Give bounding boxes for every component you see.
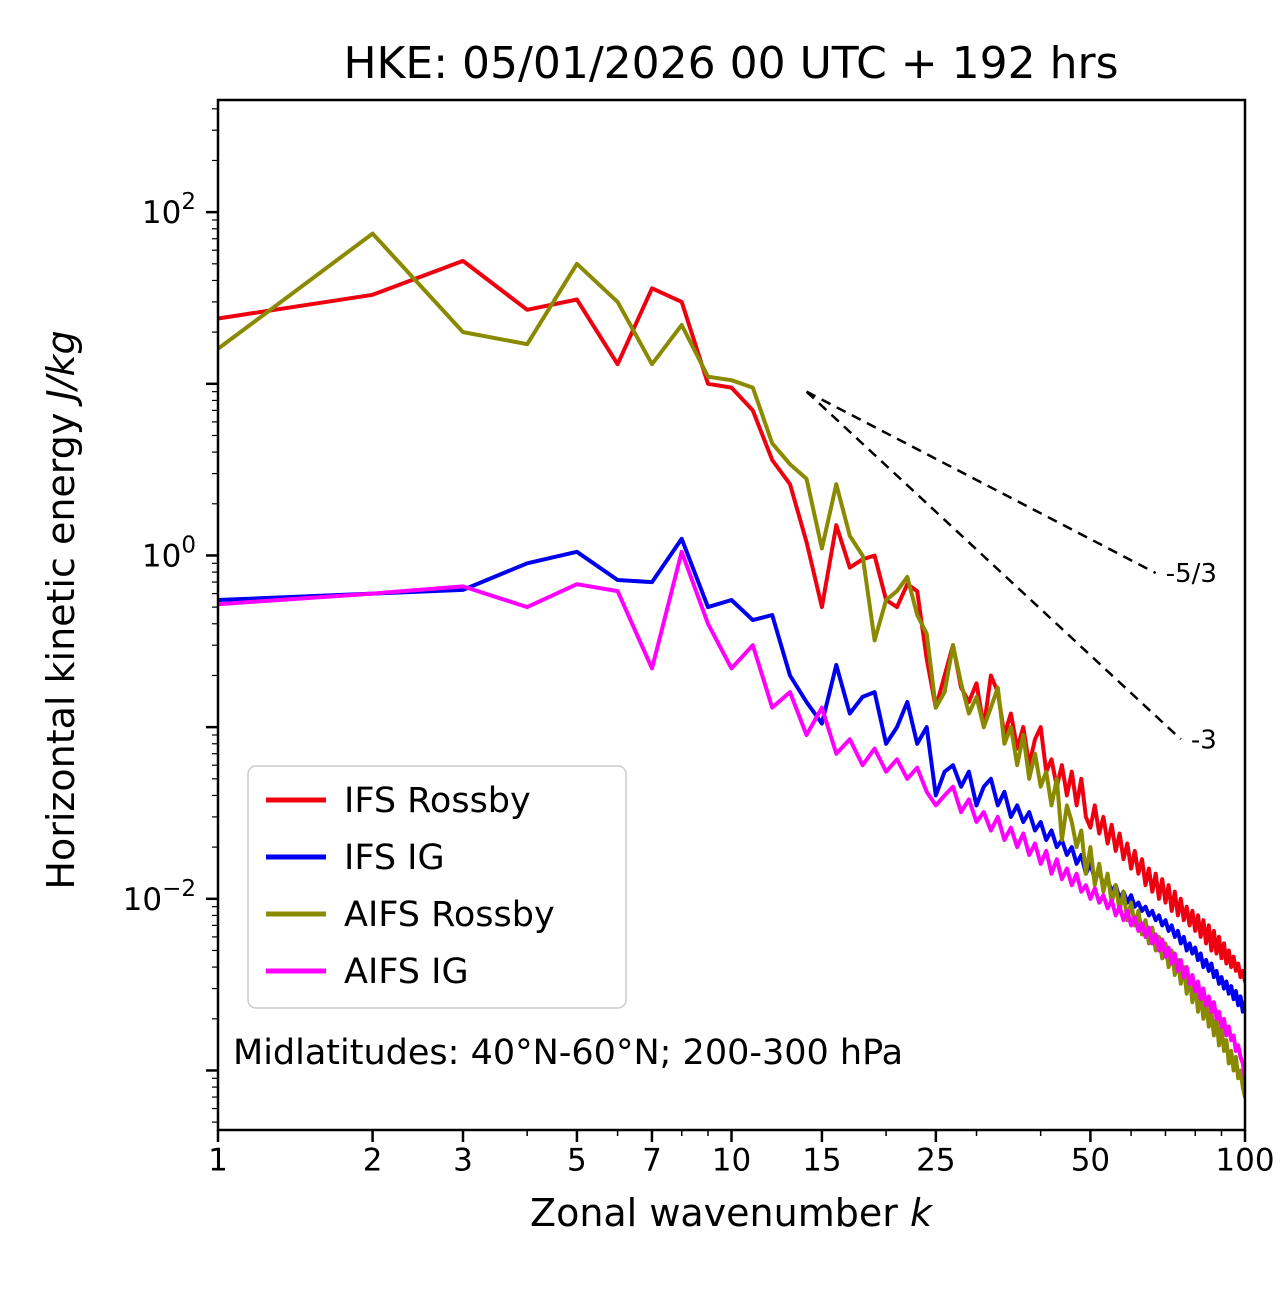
ref-slope-label: -3 bbox=[1191, 725, 1217, 755]
legend-label-ifs-rossby: IFS Rossby bbox=[344, 781, 531, 821]
legend-label-aifs-ig: AIFS IG bbox=[344, 952, 469, 992]
y-axis-label: Horizontal kinetic energy J/kg bbox=[39, 330, 83, 889]
legend-box bbox=[247, 765, 627, 1009]
x-tick-label: 50 bbox=[1071, 1142, 1110, 1178]
y-axis-label-text: Horizontal kinetic energy bbox=[39, 401, 83, 890]
series-line-ifs-rossby bbox=[218, 258, 1245, 984]
x-tick-label: 100 bbox=[1215, 1142, 1274, 1178]
ref-slope-line bbox=[805, 390, 1157, 575]
x-axis-label: Zonal wavenumber k bbox=[530, 1191, 934, 1235]
x-tick-label: 3 bbox=[453, 1142, 473, 1178]
y-tick-label: 10−2 bbox=[123, 876, 196, 918]
series-lines bbox=[218, 231, 1245, 1100]
annotation-region: Midlatitudes: 40°N-60°N; 200-300 hPa bbox=[233, 1033, 903, 1073]
series-line-aifs-rossby bbox=[218, 231, 1245, 1100]
x-tick-label: 10 bbox=[712, 1142, 751, 1178]
x-tick-label: 1 bbox=[208, 1142, 228, 1178]
x-tick-label: 25 bbox=[916, 1142, 955, 1178]
y-axis-label-math: J/kg bbox=[39, 330, 83, 407]
x-tick-label: 15 bbox=[802, 1142, 841, 1178]
ref-slope-line bbox=[805, 390, 1182, 741]
ref-slope-label: -5/3 bbox=[1166, 559, 1217, 589]
legend-label-ifs-ig: IFS IG bbox=[344, 838, 445, 878]
legend: IFS Rossby IFS IG AIFS Rossby AIFS IG bbox=[247, 765, 627, 1009]
x-axis-label-text: Zonal wavenumber bbox=[530, 1191, 910, 1235]
axis-ticks: 1 2 3 5 7 10 15 25 50 100 10−2 100 102 bbox=[123, 108, 1275, 1178]
x-tick-label: 7 bbox=[642, 1142, 662, 1178]
x-axis-label-math: k bbox=[910, 1191, 934, 1235]
plot-border bbox=[216, 98, 1247, 1132]
series-line-aifs-ig bbox=[218, 549, 1245, 1081]
x-tick-label: 5 bbox=[567, 1142, 587, 1178]
reference-slope-lines: -5/3 -3 bbox=[805, 390, 1217, 755]
legend-label-aifs-rossby: AIFS Rossby bbox=[344, 895, 555, 935]
y-tick-label: 100 bbox=[142, 532, 196, 574]
chart-title: HKE: 05/01/2026 00 UTC + 192 hrs bbox=[343, 38, 1118, 89]
y-tick-label: 102 bbox=[142, 189, 196, 231]
x-tick-label: 2 bbox=[363, 1142, 383, 1178]
